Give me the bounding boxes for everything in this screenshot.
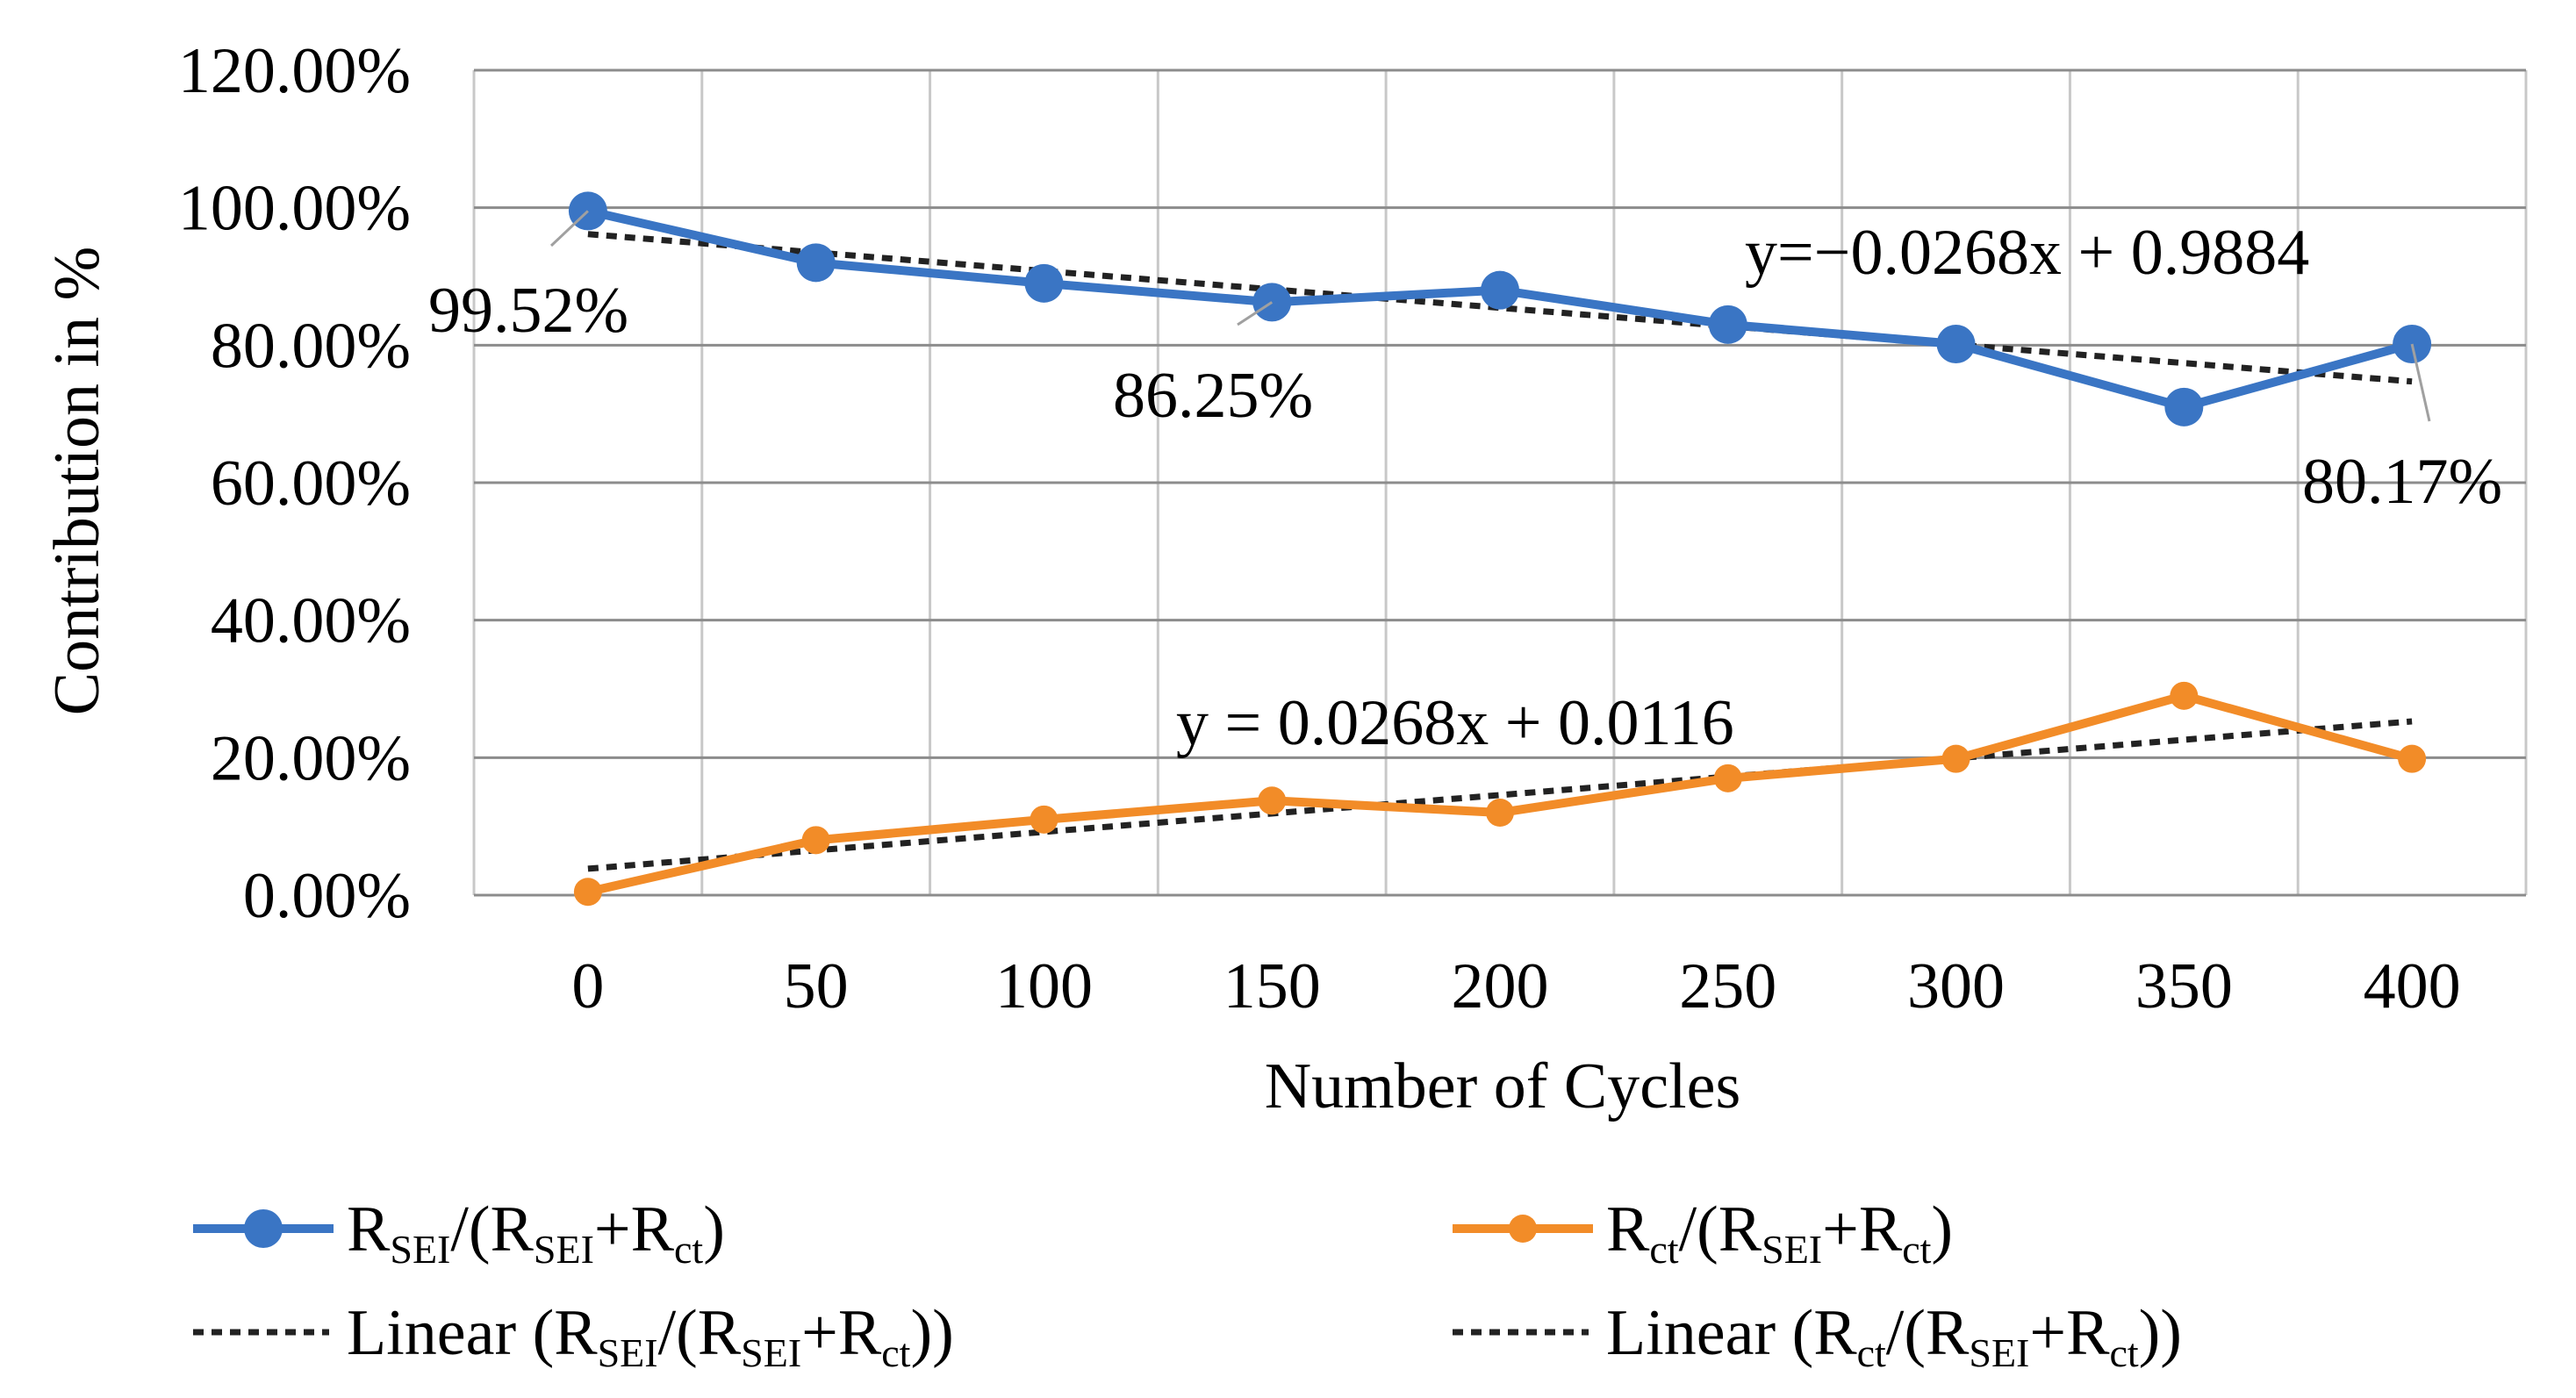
- data-point-ct: [801, 826, 830, 855]
- x-tick-label: 200: [1452, 950, 1549, 1022]
- data-point-sei: [796, 243, 836, 283]
- x-tick-label: 250: [1679, 950, 1776, 1022]
- x-tick-label: 0: [571, 950, 604, 1022]
- y-tick-label: 80.00%: [211, 310, 411, 382]
- data-point-ct: [573, 878, 602, 907]
- data-label-sei-0: 99.52%: [428, 275, 628, 347]
- leader-line: [1237, 301, 1274, 326]
- data-point-ct: [1941, 744, 1970, 773]
- legend-item-sei-linear: Linear (RSEI/(RSEI+Rct)): [193, 1297, 954, 1375]
- data-label-sei-400: 80.17%: [2302, 446, 2502, 518]
- x-axis-title: Number of Cycles: [1265, 1050, 1741, 1122]
- data-point-ct: [1030, 805, 1058, 834]
- data-point-ct: [1713, 764, 1742, 792]
- data-point-sei: [1024, 263, 1064, 303]
- trendline-ct: [587, 718, 2413, 872]
- legend-label-ct: Rct/(RSEI+Rct): [1606, 1194, 1953, 1272]
- legend-item-ct-linear: Linear (Rct/(RSEI+Rct)): [1453, 1297, 2182, 1375]
- legend-label-sei: RSEI/(RSEI+Rct): [347, 1194, 725, 1272]
- x-tick-label: 50: [784, 950, 849, 1022]
- data-point-sei: [1936, 325, 1976, 364]
- data-point-ct: [2398, 744, 2427, 773]
- x-tick-label: 350: [2135, 950, 2233, 1022]
- data-point-ct: [2170, 681, 2199, 710]
- x-tick-label: 300: [1907, 950, 2005, 1022]
- trendlines: [587, 231, 2413, 872]
- data-point-ct: [1486, 799, 1514, 827]
- y-tick-label: 60.00%: [211, 448, 411, 520]
- y-tick-label: 100.00%: [178, 173, 411, 245]
- annotations: 99.52% 86.25% 80.17% y=−0.0268x + 0.9884 y =…: [428, 210, 2502, 759]
- data-point-sei: [1481, 270, 1519, 310]
- y-axis-title: Contribution in %: [41, 247, 113, 715]
- legend-label-ct-linear: Linear (Rct/(RSEI+Rct)): [1606, 1297, 2182, 1375]
- trendline-sei: [587, 231, 2413, 385]
- x-tick-label: 100: [995, 950, 1093, 1022]
- grid: [472, 68, 2528, 897]
- x-tick-label: 150: [1223, 950, 1321, 1022]
- series: [568, 191, 2432, 907]
- y-tick-label: 120.00%: [178, 35, 411, 107]
- legend-label-sei-linear: Linear (RSEI/(RSEI+Rct)): [347, 1297, 954, 1375]
- legend: RSEI/(RSEI+Rct) Rct/(RSEI+Rct) Linear (R…: [193, 1194, 2182, 1375]
- trendline-equation-ct: y = 0.0268x + 0.0116: [1176, 687, 1734, 759]
- leader-line: [549, 210, 589, 247]
- data-label-sei-150: 86.25%: [1113, 360, 1313, 432]
- legend-item-ct: Rct/(RSEI+Rct): [1453, 1194, 1953, 1272]
- legend-marker-ct: [1509, 1215, 1537, 1243]
- y-tick-label: 0.00%: [243, 860, 411, 932]
- y-axis-ticks: 0.00% 20.00% 40.00% 60.00% 80.00% 100.00% 120.…: [178, 35, 411, 932]
- legend-marker-sei: [244, 1209, 283, 1248]
- y-tick-label: 20.00%: [211, 722, 411, 794]
- data-point-sei: [1708, 305, 1747, 344]
- leader-line: [2410, 343, 2431, 422]
- legend-item-sei: RSEI/(RSEI+Rct): [193, 1194, 725, 1272]
- trendline-equation-sei: y=−0.0268x + 0.9884: [1745, 217, 2309, 289]
- data-point-sei: [2164, 387, 2204, 427]
- y-tick-label: 40.00%: [211, 585, 411, 657]
- x-tick-label: 400: [2364, 950, 2461, 1022]
- x-axis-ticks: 0 50 100 150 200 250 300 350 400: [571, 950, 2460, 1022]
- data-point-ct: [1258, 786, 1287, 815]
